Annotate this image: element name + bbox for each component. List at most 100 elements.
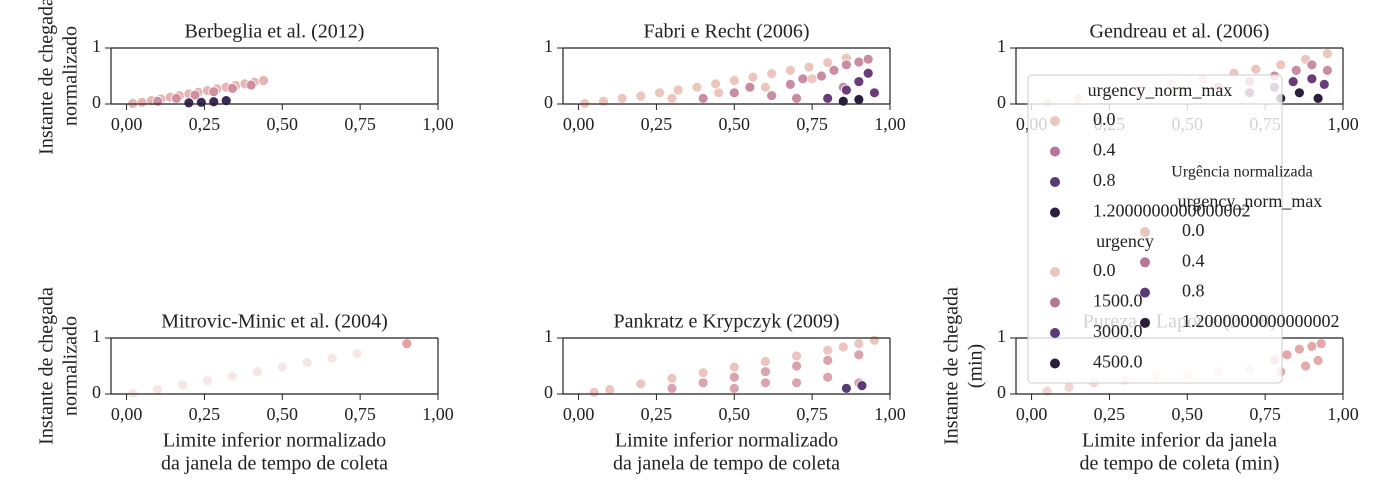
point — [604, 384, 616, 395]
legend-marker — [1050, 267, 1060, 277]
point — [183, 97, 195, 109]
point — [760, 81, 771, 93]
x-tick-label: 0,50 — [267, 404, 299, 424]
panel: Mitrovic-Minic et al. (2004) 0,00 0,25 0,50… — [36, 287, 454, 475]
y-tick-label: 1 — [544, 36, 553, 56]
legend-marker — [1050, 177, 1060, 187]
point — [152, 384, 164, 395]
point — [853, 94, 865, 105]
y-axis-label: Instante de chegada — [36, 287, 58, 445]
legend-marker — [1050, 146, 1060, 157]
point — [791, 377, 802, 389]
legend-label: 4500.0 — [1093, 352, 1143, 372]
point — [1312, 93, 1324, 104]
y-axis-label: Instante de chegada — [941, 287, 963, 445]
point — [869, 334, 880, 346]
x-tick-label: 1,00 — [1327, 114, 1359, 134]
point — [710, 78, 721, 90]
panel-title: Gendreau et al. (2006) — [1090, 21, 1270, 43]
legend-section-title: urgency_norm_max — [1088, 80, 1233, 100]
legend-marker — [1050, 328, 1060, 338]
point — [784, 79, 796, 90]
x-tick-label: 0,25 — [189, 404, 221, 424]
y-axis-label: normalizado — [60, 26, 82, 126]
point — [728, 361, 740, 373]
y-tick-label: 1 — [92, 36, 101, 56]
x-tick-label: 1,00 — [422, 114, 454, 134]
x-tick-label: 0,25 — [1094, 404, 1126, 424]
legend-section-title: urgency_norm_max — [1178, 191, 1323, 211]
point — [189, 89, 201, 101]
point — [251, 366, 263, 378]
point — [728, 87, 740, 99]
point — [791, 360, 802, 372]
point — [691, 81, 703, 93]
x-tick-label: 0,00 — [1016, 404, 1048, 424]
point — [853, 338, 865, 350]
panel-title: Pankratz e Krypczyk (2009) — [613, 311, 839, 333]
point — [744, 81, 756, 93]
legend-marker — [1050, 297, 1060, 308]
y-axis-label: normalizado — [60, 316, 82, 416]
point — [1290, 65, 1302, 76]
legend-marker — [1050, 207, 1060, 218]
panel: Fabri e Recht (2006) 0,00 0,25 0,50 0,75 1,00… — [544, 21, 906, 135]
legend-label: 0.8 — [1093, 170, 1116, 190]
y-axis-label: (min) — [965, 344, 987, 388]
legend-label: 0.0 — [1093, 260, 1116, 280]
point — [816, 70, 827, 82]
point — [841, 59, 852, 71]
x-axis-label: Limite inferior da janela — [1082, 430, 1277, 452]
point — [697, 93, 709, 104]
point — [822, 57, 834, 68]
x-tick-label: 0,75 — [1249, 404, 1281, 424]
point — [152, 95, 164, 107]
panel-title: Mitrovic-Minic et al. (2004) — [161, 311, 388, 333]
point — [666, 382, 678, 394]
point — [258, 75, 270, 86]
point — [1306, 73, 1318, 85]
point — [713, 87, 725, 99]
point — [666, 93, 678, 104]
legend: Urgência normalizada urgency_norm_max 0.0 0… — [1140, 164, 1340, 331]
point — [1312, 354, 1324, 366]
point — [208, 96, 220, 108]
y-tick-label: 1 — [92, 326, 101, 346]
point — [616, 93, 628, 104]
point — [1287, 76, 1299, 87]
y-tick-label: 0 — [997, 92, 1006, 112]
legend-marker — [1140, 317, 1150, 328]
y-tick-label: 1 — [997, 326, 1006, 346]
point — [1306, 340, 1318, 352]
point — [1275, 59, 1287, 71]
point — [1315, 338, 1327, 350]
y-tick-label: 0 — [997, 382, 1006, 402]
point — [853, 56, 865, 68]
legend-marker — [1140, 257, 1150, 268]
x-tick-label: 0,00 — [563, 114, 595, 134]
x-tick-label: 0,75 — [344, 114, 376, 134]
point — [697, 367, 709, 379]
panel-title: Fabri e Recht (2006) — [643, 21, 809, 43]
point — [351, 348, 363, 360]
x-axis-label: Limite inferior normalizado — [163, 430, 386, 452]
x-axis-label: da janela de tempo de coleta — [613, 453, 840, 475]
panel: Pankratz e Krypczyk (2009) 0,00 0,25 0,50 0,… — [544, 311, 906, 475]
legend-marker — [1140, 287, 1150, 298]
point — [326, 352, 338, 364]
point — [245, 79, 257, 91]
point — [1318, 79, 1330, 90]
y-axis-label: Instante de chegada — [36, 0, 58, 155]
x-tick-label: 1,00 — [1327, 404, 1359, 424]
point — [1300, 360, 1312, 372]
point — [806, 73, 818, 85]
legend-label: 1.2000000000000002 — [1182, 311, 1340, 331]
point — [227, 82, 238, 94]
point — [227, 370, 238, 382]
point — [822, 344, 834, 356]
point — [654, 87, 665, 99]
point — [697, 377, 709, 389]
legend-label: 1500.0 — [1093, 291, 1143, 311]
point — [853, 76, 865, 87]
y-tick-label: 1 — [544, 326, 553, 346]
